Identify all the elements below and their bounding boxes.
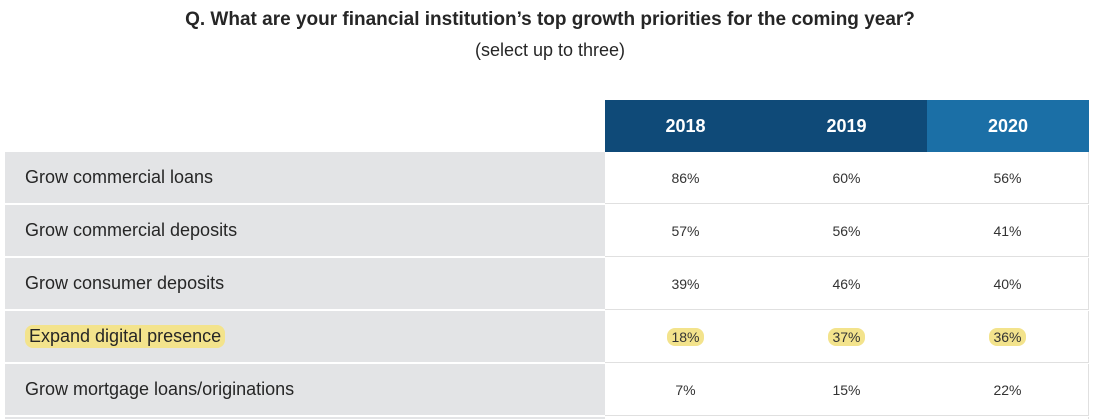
table-row: Grow consumer deposits 39% 46% 40% (5, 258, 1089, 311)
value-cell-2019: 37% (766, 311, 927, 363)
value-cell-2018: 39% (605, 258, 766, 310)
column-header-2018: 2018 (605, 100, 766, 152)
row-label: Grow commercial deposits (5, 205, 605, 257)
value-cell-partial (927, 417, 1089, 419)
row-label-text: Expand digital presence (25, 325, 226, 348)
value-text: 37% (828, 327, 865, 346)
value-text: 86% (671, 169, 700, 186)
value-cell-2019: 60% (766, 152, 927, 204)
row-label (5, 417, 605, 419)
row-label: Expand digital presence (5, 311, 605, 363)
value-cell-2018: 57% (605, 205, 766, 257)
row-label-text: Grow commercial deposits (25, 220, 238, 240)
row-label-text: Grow commercial loans (25, 167, 214, 187)
value-cell-2019: 15% (766, 364, 927, 416)
value-text: 57% (671, 222, 700, 239)
value-text: 39% (671, 275, 700, 292)
value-text: 56% (993, 169, 1022, 186)
value-text: 41% (993, 222, 1022, 239)
value-text: 40% (993, 275, 1022, 292)
row-label: Grow mortgage loans/originations (5, 364, 605, 416)
value-text: 36% (989, 327, 1026, 346)
value-cell-2018: 86% (605, 152, 766, 204)
table-body: Grow commercial loans 86% 60% 56% Grow comme… (5, 152, 1089, 419)
value-text: 22% (993, 381, 1022, 398)
value-cell-2020: 40% (927, 258, 1089, 310)
value-cell-2020: 36% (927, 311, 1089, 363)
question-title: Q. What are your financial institution’s… (185, 9, 915, 30)
row-label-text: Grow mortgage loans/originations (25, 379, 295, 399)
column-header-2019: 2019 (766, 100, 927, 152)
table-row: Grow mortgage loans/originations 7% 15% 22% (5, 364, 1089, 417)
table-row: Expand digital presence 18% 37% 36% (5, 311, 1089, 364)
priorities-table: 2018 2019 2020 Grow commercial loans 86% 6… (5, 100, 1089, 419)
header-spacer (5, 100, 605, 152)
value-cell-2019: 56% (766, 205, 927, 257)
table-row-partial (5, 417, 1089, 419)
value-cell-2020: 41% (927, 205, 1089, 257)
value-cell-2020: 22% (927, 364, 1089, 416)
column-header-2020: 2020 (927, 100, 1089, 152)
value-text: 15% (832, 381, 861, 398)
value-cell-2018: 7% (605, 364, 766, 416)
question-subtitle: (select up to three) (474, 40, 626, 60)
row-label: Grow consumer deposits (5, 258, 605, 310)
table-row: Grow commercial loans 86% 60% 56% (5, 152, 1089, 205)
value-text: 60% (832, 169, 861, 186)
row-label: Grow commercial loans (5, 152, 605, 204)
table-row: Grow commercial deposits 57% 56% 41% (5, 205, 1089, 258)
value-cell-2020: 56% (927, 152, 1089, 204)
value-cell-2018: 18% (605, 311, 766, 363)
value-text: 56% (832, 222, 861, 239)
row-label-text: Grow consumer deposits (25, 273, 225, 293)
table-header-row: 2018 2019 2020 (5, 100, 1089, 152)
value-text: 7% (675, 381, 696, 398)
value-text: 46% (832, 275, 861, 292)
value-cell-2019: 46% (766, 258, 927, 310)
value-text: 18% (667, 327, 704, 346)
